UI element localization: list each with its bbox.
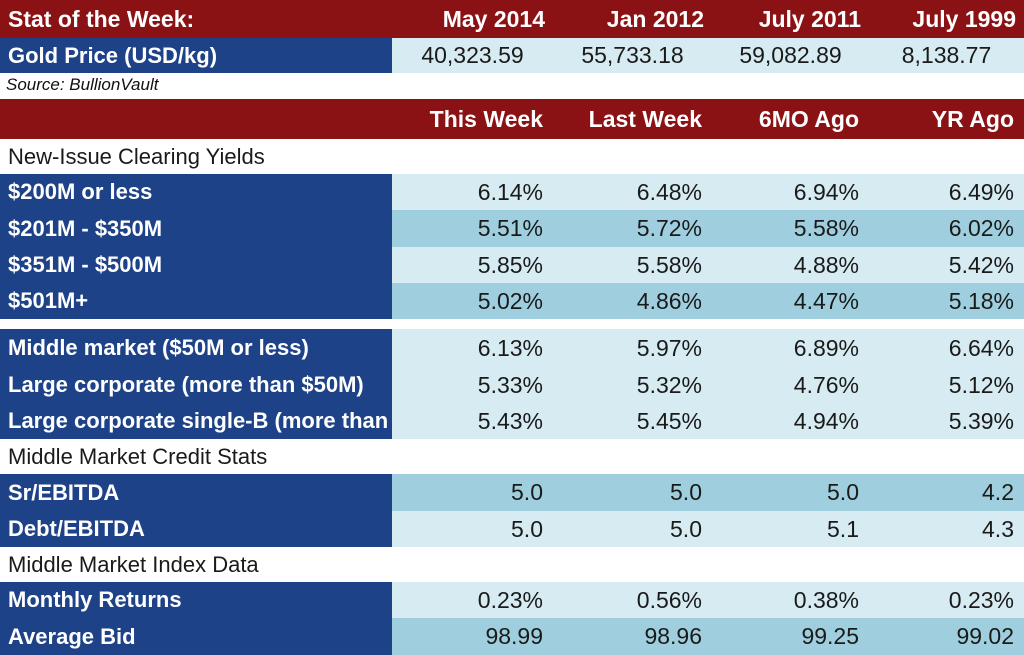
row-label: $201M - $350M bbox=[0, 210, 392, 247]
main-header-row: This Week Last Week 6MO Ago YR Ago bbox=[0, 99, 1024, 139]
table-cell: 5.97% bbox=[553, 329, 712, 367]
row-label: $351M - $500M bbox=[0, 247, 392, 283]
section-title-credit: Middle Market Credit Stats bbox=[0, 439, 1024, 474]
section-title-index: Middle Market Index Data bbox=[0, 547, 1024, 582]
table-cell: 5.43% bbox=[392, 403, 553, 439]
table-row: Debt/EBITDA 5.0 5.0 5.1 4.3 bbox=[0, 511, 1024, 547]
row-label: Large corporate single-B (more than $50M… bbox=[0, 403, 392, 439]
table-cell: 4.76% bbox=[712, 367, 869, 403]
table-cell: 4.94% bbox=[712, 403, 869, 439]
table-cell: 6.94% bbox=[712, 174, 869, 210]
table-cell: 5.0 bbox=[392, 474, 553, 511]
table-cell: 5.0 bbox=[392, 511, 553, 547]
table-cell: 98.96 bbox=[553, 618, 712, 655]
row-label: $200M or less bbox=[0, 174, 392, 210]
source-row: Source: BullionVault bbox=[0, 73, 1024, 97]
table-cell: 0.23% bbox=[869, 582, 1024, 618]
gold-price-value: 55,733.18 bbox=[553, 38, 712, 73]
row-label: Average Bid bbox=[0, 618, 392, 655]
col-header-yr-ago: YR Ago bbox=[869, 99, 1024, 139]
table-cell: 0.38% bbox=[712, 582, 869, 618]
row-label: Monthly Returns bbox=[0, 582, 392, 618]
table-cell: 5.0 bbox=[712, 474, 869, 511]
table-cell: 6.02% bbox=[869, 210, 1024, 247]
section-row: Middle Market Credit Stats bbox=[0, 439, 1024, 474]
table-cell: 5.0 bbox=[553, 511, 712, 547]
row-label: $501M+ bbox=[0, 283, 392, 319]
table-cell: 5.0 bbox=[553, 474, 712, 511]
row-label: Large corporate (more than $50M) bbox=[0, 367, 392, 403]
source-note: Source: BullionVault bbox=[0, 73, 1024, 97]
table-row: Average Bid 98.99 98.96 99.25 99.02 bbox=[0, 618, 1024, 655]
table-cell: 99.25 bbox=[712, 618, 869, 655]
table-cell: 4.86% bbox=[553, 283, 712, 319]
gold-price-row: Gold Price (USD/kg) 40,323.59 55,733.18 … bbox=[0, 38, 1024, 73]
row-label: Middle market ($50M or less) bbox=[0, 329, 392, 367]
stat-header-row: Stat of the Week: May 2014 Jan 2012 July… bbox=[0, 0, 1024, 38]
gold-price-value: 59,082.89 bbox=[712, 38, 869, 73]
table-cell: 6.49% bbox=[869, 174, 1024, 210]
gold-price-label: Gold Price (USD/kg) bbox=[0, 38, 392, 73]
table-cell: 6.48% bbox=[553, 174, 712, 210]
table-row: Middle market ($50M or less) 6.13% 5.97%… bbox=[0, 329, 1024, 367]
table-cell: 5.58% bbox=[712, 210, 869, 247]
table-cell: 4.88% bbox=[712, 247, 869, 283]
table-cell: 6.13% bbox=[392, 329, 553, 367]
table-cell: 0.56% bbox=[553, 582, 712, 618]
table-cell: 5.18% bbox=[869, 283, 1024, 319]
table-cell: 98.99 bbox=[392, 618, 553, 655]
table-row: $351M - $500M 5.85% 5.58% 4.88% 5.42% bbox=[0, 247, 1024, 283]
row-label: Sr/EBITDA bbox=[0, 474, 392, 511]
table-row: $201M - $350M 5.51% 5.72% 5.58% 6.02% bbox=[0, 210, 1024, 247]
stat-title: Stat of the Week: bbox=[0, 0, 392, 38]
table-cell: 99.02 bbox=[869, 618, 1024, 655]
table-cell: 5.33% bbox=[392, 367, 553, 403]
table-row: Monthly Returns 0.23% 0.56% 0.38% 0.23% bbox=[0, 582, 1024, 618]
table-cell: 6.89% bbox=[712, 329, 869, 367]
table-cell: 6.14% bbox=[392, 174, 553, 210]
table-row: $200M or less 6.14% 6.48% 6.94% 6.49% bbox=[0, 174, 1024, 210]
row-label: Debt/EBITDA bbox=[0, 511, 392, 547]
stat-col-header: Jan 2012 bbox=[553, 0, 712, 38]
table-row: Large corporate single-B (more than $50M… bbox=[0, 403, 1024, 439]
table-cell: 6.64% bbox=[869, 329, 1024, 367]
gold-price-value: 40,323.59 bbox=[392, 38, 553, 73]
table-cell: 5.39% bbox=[869, 403, 1024, 439]
table-cell: 4.47% bbox=[712, 283, 869, 319]
stat-col-header: July 1999 bbox=[869, 0, 1024, 38]
table-cell: 5.51% bbox=[392, 210, 553, 247]
col-header-6mo-ago: 6MO Ago bbox=[712, 99, 869, 139]
stat-col-header: July 2011 bbox=[712, 0, 869, 38]
gold-price-value: 8,138.77 bbox=[869, 38, 1024, 73]
col-header-this-week: This Week bbox=[392, 99, 553, 139]
table-cell: 5.02% bbox=[392, 283, 553, 319]
table-cell: 5.1 bbox=[712, 511, 869, 547]
table-cell: 5.32% bbox=[553, 367, 712, 403]
table-cell: 4.3 bbox=[869, 511, 1024, 547]
section-title-yields: New-Issue Clearing Yields bbox=[0, 139, 1024, 174]
table-row: $501M+ 5.02% 4.86% 4.47% 5.18% bbox=[0, 283, 1024, 319]
section-row: Middle Market Index Data bbox=[0, 547, 1024, 582]
main-header-blank bbox=[0, 99, 392, 139]
table-cell: 5.45% bbox=[553, 403, 712, 439]
table-cell: 4.2 bbox=[869, 474, 1024, 511]
table-cell: 5.72% bbox=[553, 210, 712, 247]
table-row: Sr/EBITDA 5.0 5.0 5.0 4.2 bbox=[0, 474, 1024, 511]
stat-col-header: May 2014 bbox=[392, 0, 553, 38]
table-cell: 5.85% bbox=[392, 247, 553, 283]
table-row: Large corporate (more than $50M) 5.33% 5… bbox=[0, 367, 1024, 403]
table-cell: 5.58% bbox=[553, 247, 712, 283]
section-row: New-Issue Clearing Yields bbox=[0, 139, 1024, 174]
table-cell: 5.42% bbox=[869, 247, 1024, 283]
table-cell: 0.23% bbox=[392, 582, 553, 618]
table-cell: 5.12% bbox=[869, 367, 1024, 403]
col-header-last-week: Last Week bbox=[553, 99, 712, 139]
